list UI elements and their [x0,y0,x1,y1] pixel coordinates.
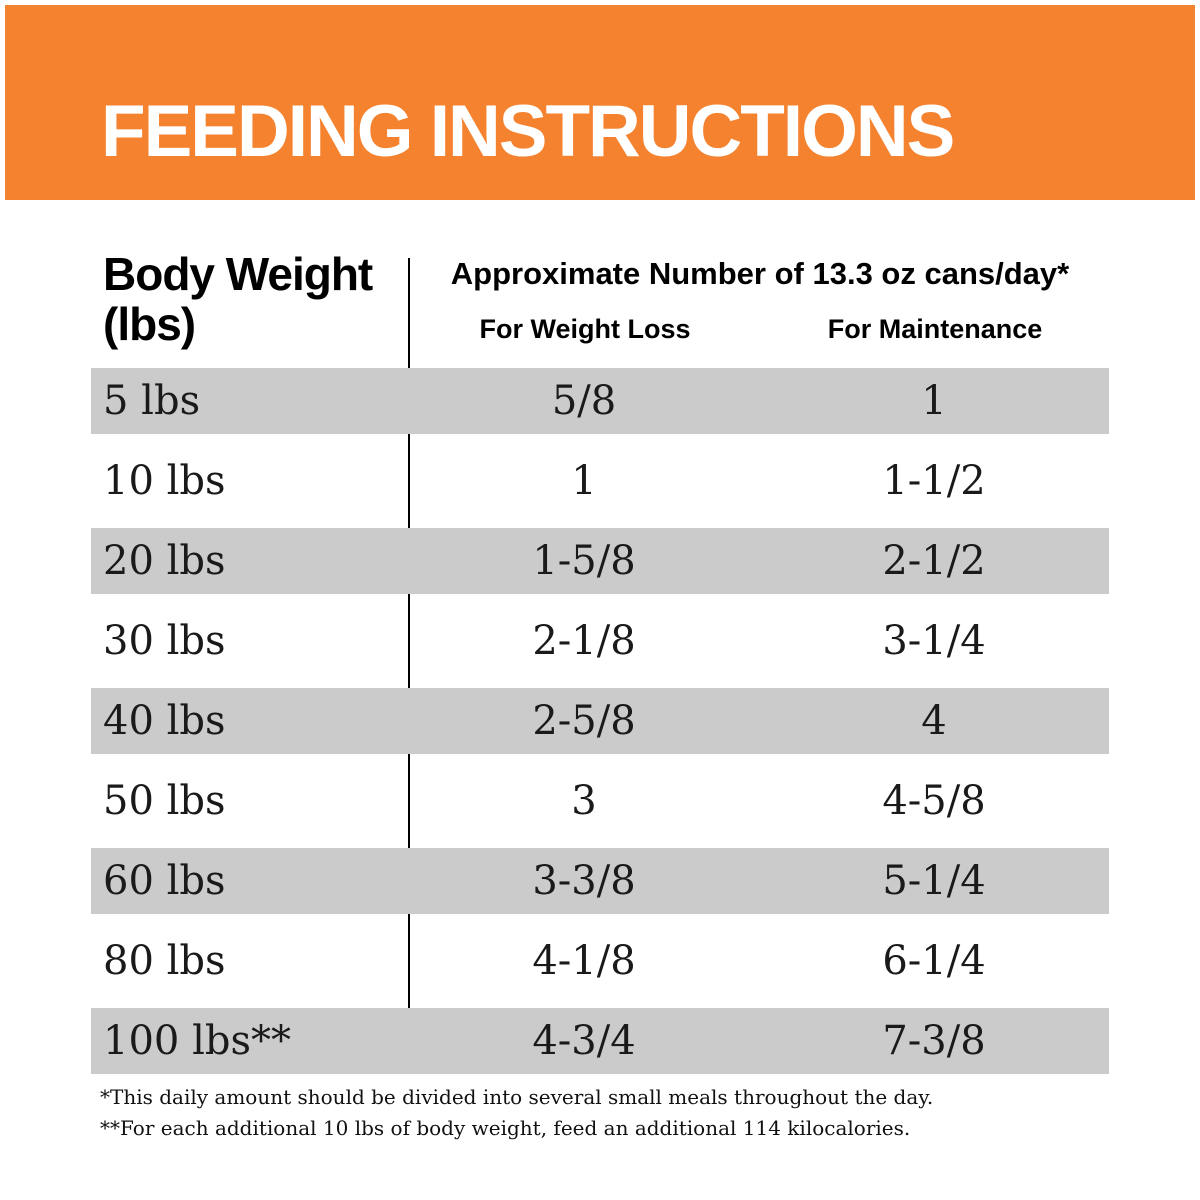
footnote-daily-amount: *This daily amount should be divided int… [100,1085,934,1109]
footnote-additional-weight: **For each additional 10 lbs of body wei… [100,1116,911,1140]
weight-loss-cell: 1-5/8 [532,538,636,584]
body-weight-header: Body Weight (lbs) [103,248,373,350]
maintenance-cell: 4 [921,698,947,744]
body-weight-cell: 80 lbs [103,938,226,984]
table-row: 100 lbs** 4-3/4 7-3/8 [91,1008,1109,1074]
body-weight-cell: 5 lbs [103,378,201,424]
table-row: 10 lbs 1 1-1/2 [91,434,1109,528]
feeding-table: 5 lbs 5/8 1 10 lbs 1 1-1/2 20 lbs 1-5/8 … [91,368,1109,1074]
maintenance-cell: 1 [921,378,947,424]
weight-loss-cell: 3 [571,778,597,824]
body-weight-cell: 30 lbs [103,618,226,664]
footnotes: *This daily amount should be divided int… [100,1082,933,1144]
body-weight-header-line2: (lbs) [103,297,196,350]
weight-loss-cell: 4-3/4 [532,1018,636,1064]
column-header-maintenance: For Maintenance [827,314,1043,344]
weight-loss-cell: 5/8 [551,378,617,424]
table-row: 30 lbs 2-1/8 3-1/4 [91,594,1109,688]
cans-per-day-header: Approximate Number of 13.3 oz cans/day* … [410,258,1110,343]
column-header-weight-loss: For Weight Loss [479,314,691,344]
cans-per-day-title: Approximate Number of 13.3 oz cans/day* [450,256,1070,291]
body-weight-cell: 100 lbs** [103,1018,291,1064]
body-weight-cell: 20 lbs [103,538,226,584]
body-weight-cell: 60 lbs [103,858,226,904]
maintenance-cell: 7-3/8 [882,1018,986,1064]
maintenance-cell: 2-1/2 [882,538,986,584]
table-row: 60 lbs 3-3/8 5-1/4 [91,848,1109,914]
maintenance-cell: 4-5/8 [882,778,986,824]
maintenance-cell: 5-1/4 [882,858,986,904]
table-row: 80 lbs 4-1/8 6-1/4 [91,914,1109,1008]
body-weight-header-line1: Body Weight [103,248,373,300]
weight-loss-cell: 4-1/8 [532,938,636,984]
table-row: 40 lbs 2-5/8 4 [91,688,1109,754]
header-banner: FEEDING INSTRUCTIONS [5,5,1195,200]
weight-loss-cell: 2-1/8 [532,618,636,664]
table-row: 20 lbs 1-5/8 2-1/2 [91,528,1109,594]
body-weight-cell: 50 lbs [103,778,226,824]
body-weight-cell: 40 lbs [103,698,226,744]
weight-loss-cell: 3-3/8 [532,858,636,904]
maintenance-cell: 6-1/4 [882,938,986,984]
body-weight-cell: 10 lbs [103,458,226,504]
weight-loss-cell: 1 [571,458,597,504]
weight-loss-cell: 2-5/8 [532,698,636,744]
column-divider-line [408,258,410,1074]
table-row: 50 lbs 3 4-5/8 [91,754,1109,848]
maintenance-cell: 3-1/4 [882,618,986,664]
table-row: 5 lbs 5/8 1 [91,368,1109,434]
sub-column-headers: For Weight Loss For Maintenance [410,316,1110,343]
maintenance-cell: 1-1/2 [882,458,986,504]
page-title: FEEDING INSTRUCTIONS [101,91,955,172]
